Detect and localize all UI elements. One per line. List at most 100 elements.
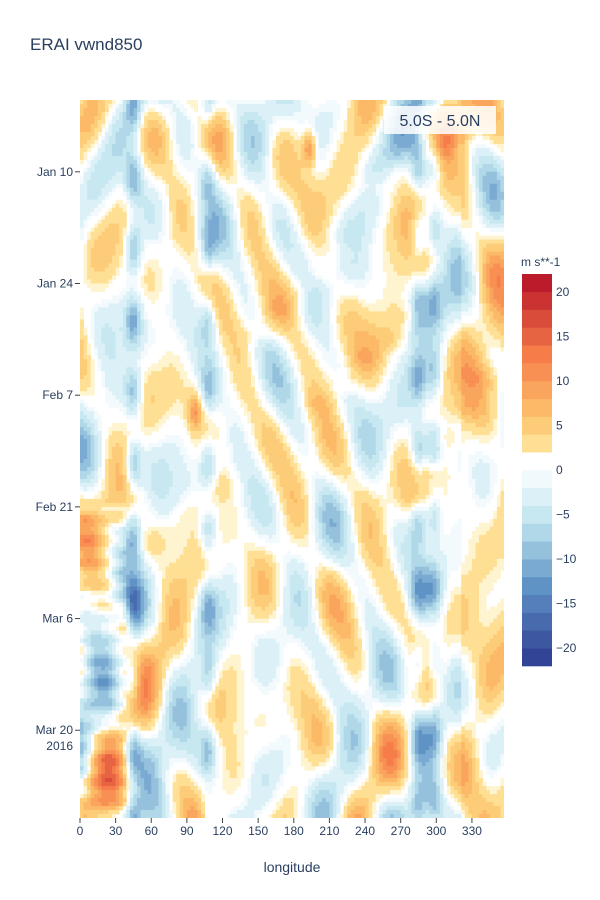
heatmap-cell — [119, 171, 124, 177]
heatmap-cell — [101, 526, 106, 532]
heatmap-cell — [112, 427, 117, 432]
heatmap-cell — [194, 626, 198, 631]
heatmap-cell — [112, 594, 117, 600]
heatmap-cell — [80, 750, 84, 755]
heatmap-cell — [108, 251, 113, 256]
heatmap-cell — [112, 510, 117, 516]
heatmap-cell — [190, 219, 195, 225]
heatmap-cell — [97, 247, 102, 252]
heatmap-cell — [83, 331, 88, 336]
heatmap-cell — [119, 794, 124, 799]
heatmap-cell — [147, 798, 152, 803]
heatmap-cell — [197, 327, 202, 332]
heatmap-cell — [112, 455, 117, 460]
heatmap-cell — [108, 574, 113, 580]
heatmap-cell — [158, 215, 163, 221]
heatmap-cell — [137, 187, 141, 193]
heatmap-cell — [172, 115, 177, 121]
heatmap-cell — [186, 211, 191, 217]
heatmap-cell — [158, 383, 163, 388]
heatmap-cell — [197, 482, 202, 488]
heatmap-cell — [190, 227, 195, 233]
heatmap-cell — [176, 750, 181, 755]
heatmap-cell — [122, 215, 127, 221]
heatmap-cell — [87, 415, 92, 420]
heatmap-cell — [140, 682, 145, 687]
heatmap-cell — [83, 754, 88, 759]
heatmap-cell — [172, 131, 177, 137]
heatmap-cell — [115, 103, 120, 109]
heatmap-cell — [151, 782, 156, 787]
heatmap-cell — [172, 526, 177, 532]
heatmap-cell — [158, 123, 163, 129]
heatmap-cell — [158, 490, 163, 496]
heatmap-cell — [190, 135, 195, 141]
heatmap-cell — [169, 762, 174, 767]
heatmap-cell — [133, 159, 138, 165]
heatmap-cell — [97, 239, 102, 244]
heatmap-cell — [80, 498, 84, 504]
heatmap-cell — [169, 674, 174, 679]
heatmap-cell — [194, 694, 198, 699]
heatmap-cell — [165, 578, 170, 584]
heatmap-cell — [133, 758, 138, 763]
heatmap-cell — [115, 179, 120, 185]
heatmap-cell — [179, 778, 184, 783]
heatmap-cell — [108, 758, 113, 763]
heatmap-cell — [137, 646, 141, 651]
heatmap-cell — [140, 698, 145, 703]
heatmap-cell — [140, 710, 145, 715]
heatmap-cell — [115, 634, 120, 639]
heatmap-cell — [97, 147, 102, 153]
heatmap-cell — [140, 626, 145, 631]
heatmap-cell — [122, 291, 127, 296]
heatmap-cell — [172, 490, 177, 496]
heatmap-cell — [90, 367, 95, 372]
heatmap-cell — [97, 207, 102, 213]
heatmap-cell — [183, 303, 188, 308]
heatmap-cell — [151, 594, 156, 600]
heatmap-plot-area[interactable] — [80, 100, 504, 818]
heatmap-cell — [94, 758, 99, 763]
heatmap-cell — [137, 107, 141, 113]
heatmap-cell — [94, 419, 99, 424]
heatmap-cell — [133, 271, 138, 276]
heatmap-cell — [115, 730, 120, 735]
heatmap-cell — [94, 566, 99, 572]
heatmap-cell — [183, 562, 188, 568]
heatmap-cell — [151, 119, 156, 125]
heatmap-cell — [179, 562, 184, 568]
heatmap-cell — [151, 574, 156, 580]
heatmap-cell — [179, 554, 184, 560]
heatmap-cell — [172, 103, 177, 109]
heatmap-cell — [186, 810, 191, 815]
heatmap-cell — [83, 718, 88, 723]
heatmap-cell — [190, 778, 195, 783]
heatmap-cell — [183, 798, 188, 803]
heatmap-cell — [165, 722, 170, 727]
heatmap-cell — [80, 614, 84, 619]
heatmap-cell — [108, 327, 113, 332]
heatmap-cell — [197, 455, 202, 460]
heatmap-cell — [194, 650, 198, 655]
heatmap-cell — [119, 291, 124, 296]
heatmap-cell — [161, 726, 166, 731]
heatmap-cell — [112, 598, 117, 603]
heatmap-cell — [154, 742, 159, 747]
heatmap-cell — [183, 550, 188, 556]
heatmap-cell — [87, 566, 92, 572]
heatmap-cell — [147, 395, 152, 400]
heatmap-cell — [140, 814, 145, 818]
heatmap-cell — [161, 798, 166, 803]
heatmap-cell — [104, 606, 109, 611]
heatmap-cell — [90, 447, 95, 452]
heatmap-cell — [169, 159, 174, 165]
heatmap-cell — [115, 530, 120, 536]
heatmap-cell — [119, 231, 124, 237]
heatmap-cell — [194, 470, 198, 476]
heatmap-cell — [101, 494, 106, 500]
heatmap-cell — [108, 502, 113, 508]
heatmap-cell — [87, 143, 92, 149]
heatmap-cell — [194, 542, 198, 548]
heatmap-cell — [197, 542, 202, 548]
